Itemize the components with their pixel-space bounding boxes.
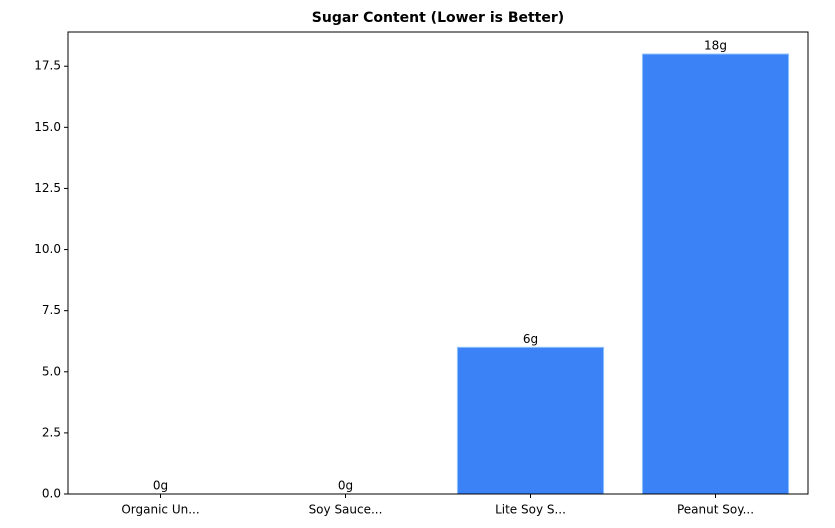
bar [641, 53, 790, 495]
x-tick-label: Peanut Soy... [677, 503, 754, 517]
x-tick-label: Organic Un... [121, 503, 199, 517]
chart-title: Sugar Content (Lower is Better) [312, 10, 564, 26]
plot-frame [67, 31, 809, 495]
y-tick-label: 5.0 [42, 364, 61, 378]
y-tick-label: 17.5 [34, 59, 61, 73]
y-tick-label: 15.0 [34, 120, 61, 134]
y-tick-label: 7.5 [42, 303, 61, 317]
value-label: 6g [523, 332, 538, 346]
x-tick-label: Soy Sauce... [309, 503, 383, 517]
value-label: 0g [338, 479, 353, 493]
bar [456, 346, 605, 495]
value-label: 18g [704, 39, 727, 53]
value-label: 0g [153, 479, 168, 493]
y-tick-label: 0.0 [42, 487, 61, 501]
y-tick-label: 2.5 [42, 425, 61, 439]
y-tick-label: 12.5 [34, 181, 61, 195]
y-tick-label: 10.0 [34, 242, 61, 256]
x-tick-label: Lite Soy S... [495, 503, 566, 517]
